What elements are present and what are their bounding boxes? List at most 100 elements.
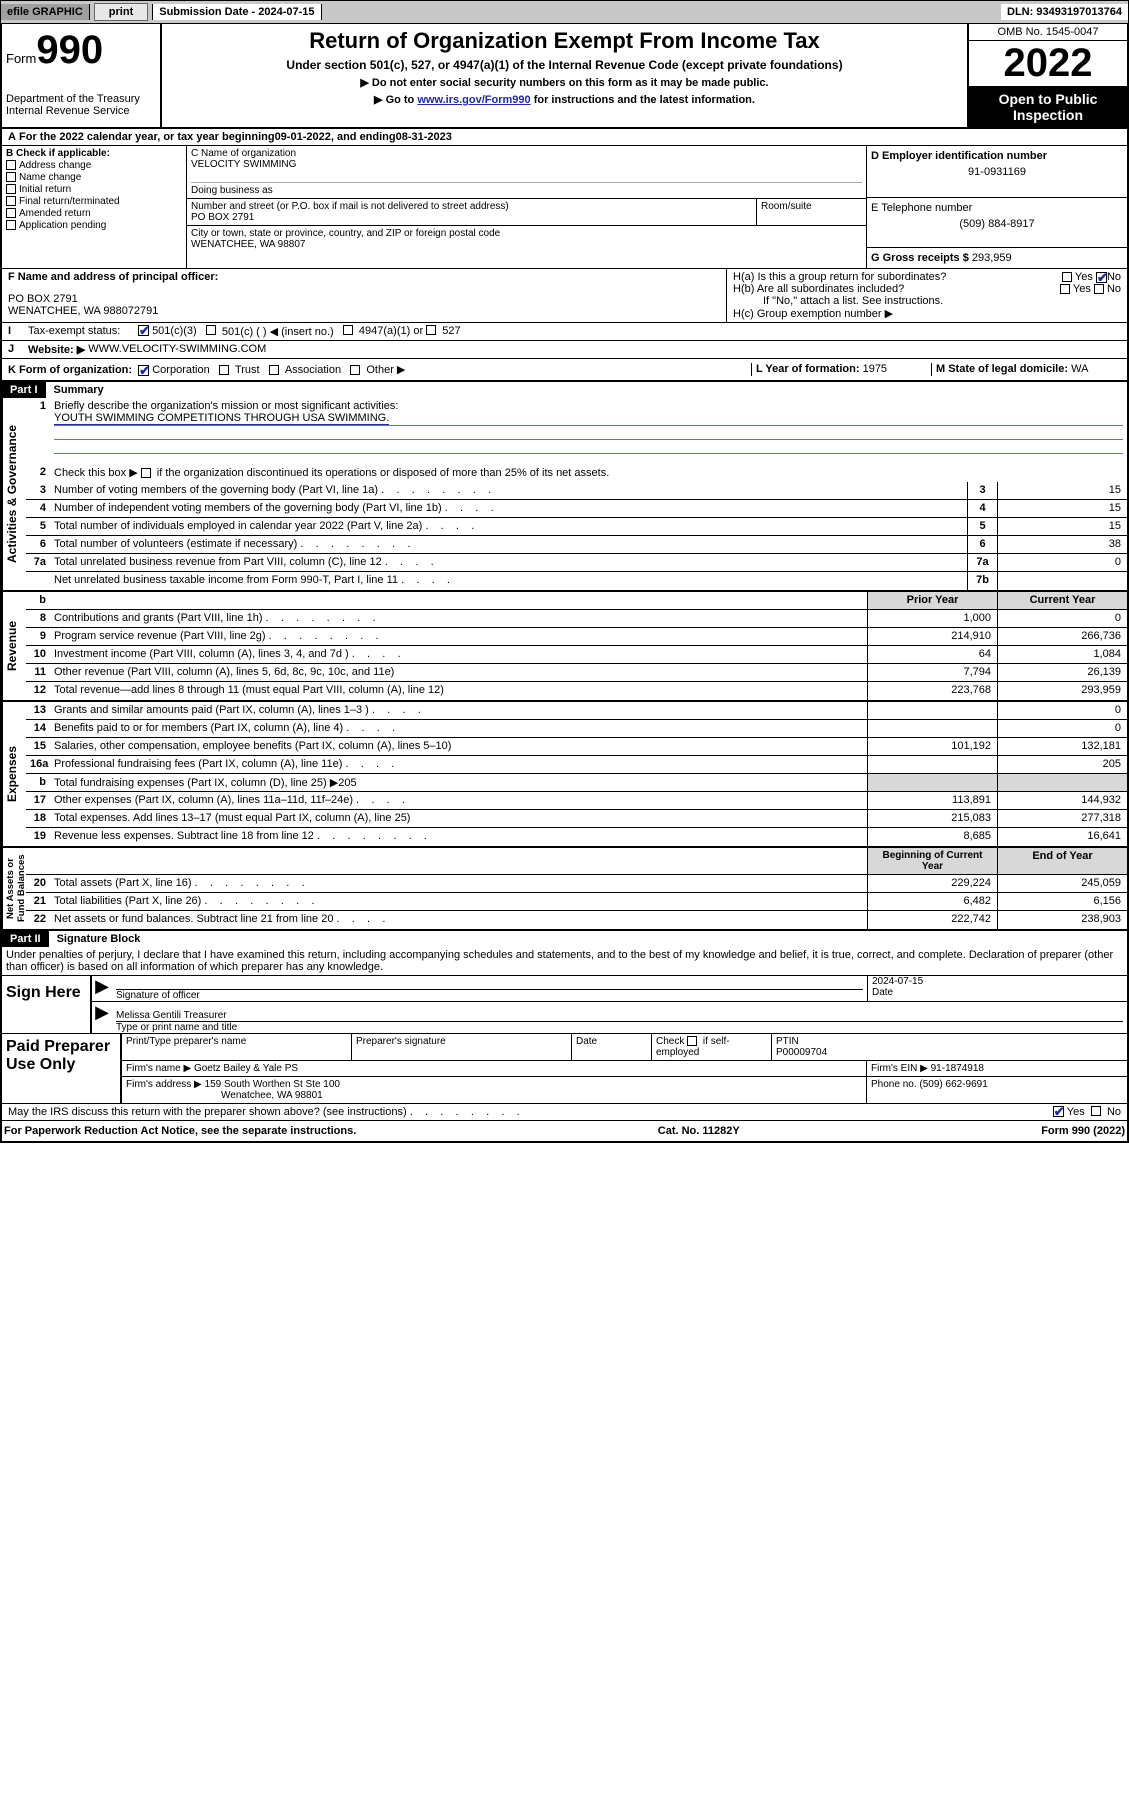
- l2-chk[interactable]: [141, 468, 151, 478]
- l4: Number of independent voting members of …: [50, 500, 967, 517]
- k-corp-chk[interactable]: [138, 365, 149, 376]
- c9: 266,736: [997, 628, 1127, 645]
- irs-no: No: [1107, 1106, 1121, 1118]
- b-item-3: Final return/terminated: [19, 196, 120, 207]
- c13: 0: [997, 702, 1127, 719]
- p20: 229,224: [867, 875, 997, 892]
- i-label: Tax-exempt status:: [28, 325, 138, 338]
- hb-label: H(b) Are all subordinates included?: [733, 283, 1060, 295]
- l16b-val: 205: [338, 777, 356, 789]
- c16a: 205: [997, 756, 1127, 773]
- chk-address-change[interactable]: Address change: [6, 160, 182, 171]
- k-label: K Form of organization:: [8, 364, 132, 376]
- i-501c-chk[interactable]: [206, 325, 216, 335]
- irs-link[interactable]: www.irs.gov/Form990: [417, 94, 530, 106]
- chk-application-pending[interactable]: Application pending: [6, 220, 182, 231]
- ein-label: Firm's EIN ▶: [871, 1063, 928, 1074]
- k-assoc-chk[interactable]: [269, 365, 279, 375]
- a-begin: 09-01-2022: [275, 131, 331, 143]
- b-item-5: Application pending: [19, 220, 106, 231]
- j-row: J Website: ▶ WWW.VELOCITY-SWIMMING.COM: [0, 341, 1129, 359]
- l18: Total expenses. Add lines 13–17 (must eq…: [50, 810, 867, 827]
- p11: 7,794: [867, 664, 997, 681]
- firm-phone: (509) 662-9691: [919, 1079, 987, 1090]
- p19: 8,685: [867, 828, 997, 846]
- signer-name-label: Type or print name and title: [116, 1022, 1123, 1033]
- c17: 144,932: [997, 792, 1127, 809]
- i-501c3-chk[interactable]: [138, 325, 149, 336]
- l22: Net assets or fund balances. Subtract li…: [50, 911, 867, 929]
- instr2-post: for instructions and the latest informat…: [531, 94, 755, 106]
- gross-receipts: 293,959: [972, 252, 1012, 264]
- l17: Other expenses (Part IX, column (A), lin…: [50, 792, 867, 809]
- l21: Total liabilities (Part X, line 26): [50, 893, 867, 910]
- l1-label: Briefly describe the organization's miss…: [54, 400, 398, 412]
- addr-label: Number and street (or P.O. box if mail i…: [191, 201, 752, 212]
- hb-yes-chk[interactable]: [1060, 284, 1070, 294]
- klm-row: K Form of organization: Corporation Trus…: [0, 359, 1129, 382]
- firm-addr-label: Firm's address ▶: [126, 1079, 202, 1090]
- c-name-label: C Name of organization: [191, 148, 862, 159]
- ha-no-chk[interactable]: [1096, 272, 1107, 283]
- irs-no-chk[interactable]: [1091, 1106, 1101, 1116]
- chk-initial-return[interactable]: Initial return: [6, 184, 182, 195]
- c20: 245,059: [997, 875, 1127, 892]
- l1-val: YOUTH SWIMMING COMPETITIONS THROUGH USA …: [54, 412, 389, 425]
- vlabel-rev: Revenue: [2, 592, 26, 700]
- f-label: F Name and address of principal officer:: [8, 271, 720, 283]
- i-527-chk[interactable]: [426, 325, 436, 335]
- phone-label: Phone no.: [871, 1079, 917, 1090]
- irs-yes-chk[interactable]: [1053, 1106, 1064, 1117]
- return-title: Return of Organization Exempt From Incom…: [166, 28, 963, 54]
- i-4947-chk[interactable]: [343, 325, 353, 335]
- prep-h4-pre: Check: [656, 1036, 684, 1047]
- form-word: Form: [6, 51, 36, 66]
- p14: [867, 720, 997, 737]
- vlabel-exp: Expenses: [2, 702, 26, 846]
- firm-ein: 91-1874918: [931, 1063, 984, 1074]
- p22: 222,742: [867, 911, 997, 929]
- j-label: Website: ▶: [28, 343, 85, 356]
- print-button[interactable]: print: [94, 3, 148, 21]
- l11: Other revenue (Part VIII, column (A), li…: [50, 664, 867, 681]
- website-value: WWW.VELOCITY-SWIMMING.COM: [88, 343, 266, 356]
- self-emp-chk[interactable]: [687, 1036, 697, 1046]
- l8: Contributions and grants (Part VIII, lin…: [50, 610, 867, 627]
- hdr-boy: Beginning of Current Year: [867, 848, 997, 874]
- officer-addr2: WENATCHEE, WA 988072791: [8, 305, 720, 317]
- chk-amended-return[interactable]: Amended return: [6, 208, 182, 219]
- telephone-value: (509) 884-8917: [871, 214, 1123, 230]
- p12: 223,768: [867, 682, 997, 700]
- chk-name-change[interactable]: Name change: [6, 172, 182, 183]
- l2-text: Check this box ▶ if the organization dis…: [54, 467, 609, 479]
- p16a: [867, 756, 997, 773]
- i-4947: 4947(a)(1) or: [359, 325, 423, 338]
- firm-label: Firm's name ▶: [126, 1063, 191, 1074]
- dln-label: DLN: 93493197013764: [1001, 4, 1128, 20]
- m-label: M State of legal domicile:: [936, 363, 1068, 375]
- l5: Total number of individuals employed in …: [50, 518, 967, 535]
- hb-no-chk[interactable]: [1094, 284, 1104, 294]
- preparer-label: Paid Preparer Use Only: [2, 1034, 122, 1103]
- activities-gov-section: Activities & Governance 1 Briefly descri…: [0, 398, 1129, 592]
- v4: 15: [997, 500, 1127, 517]
- chk-final-return[interactable]: Final return/terminated: [6, 196, 182, 207]
- hc-label: H(c) Group exemption number ▶: [733, 307, 1121, 320]
- l12: Total revenue—add lines 8 through 11 (mu…: [50, 682, 867, 700]
- tax-year: 2022: [969, 41, 1127, 87]
- footer-right-pre: Form: [1041, 1125, 1072, 1137]
- topbar-spacer: [322, 10, 1001, 14]
- l16b-pre: Total fundraising expenses (Part IX, col…: [54, 777, 338, 789]
- hdr-eoy: End of Year: [997, 848, 1127, 874]
- b-item-4: Amended return: [19, 208, 91, 219]
- c10: 1,084: [997, 646, 1127, 663]
- k-trust-chk[interactable]: [219, 365, 229, 375]
- l13: Grants and similar amounts paid (Part IX…: [50, 702, 867, 719]
- open-public-label: Open to Public Inspection: [969, 87, 1127, 127]
- sign-date-label: Date: [872, 987, 1123, 998]
- a-pre: For the 2022 calendar year, or tax year …: [19, 131, 275, 143]
- p16b: [867, 774, 997, 791]
- org-name: VELOCITY SWIMMING: [191, 159, 862, 170]
- ha-yes-chk[interactable]: [1062, 272, 1072, 282]
- k-other-chk[interactable]: [350, 365, 360, 375]
